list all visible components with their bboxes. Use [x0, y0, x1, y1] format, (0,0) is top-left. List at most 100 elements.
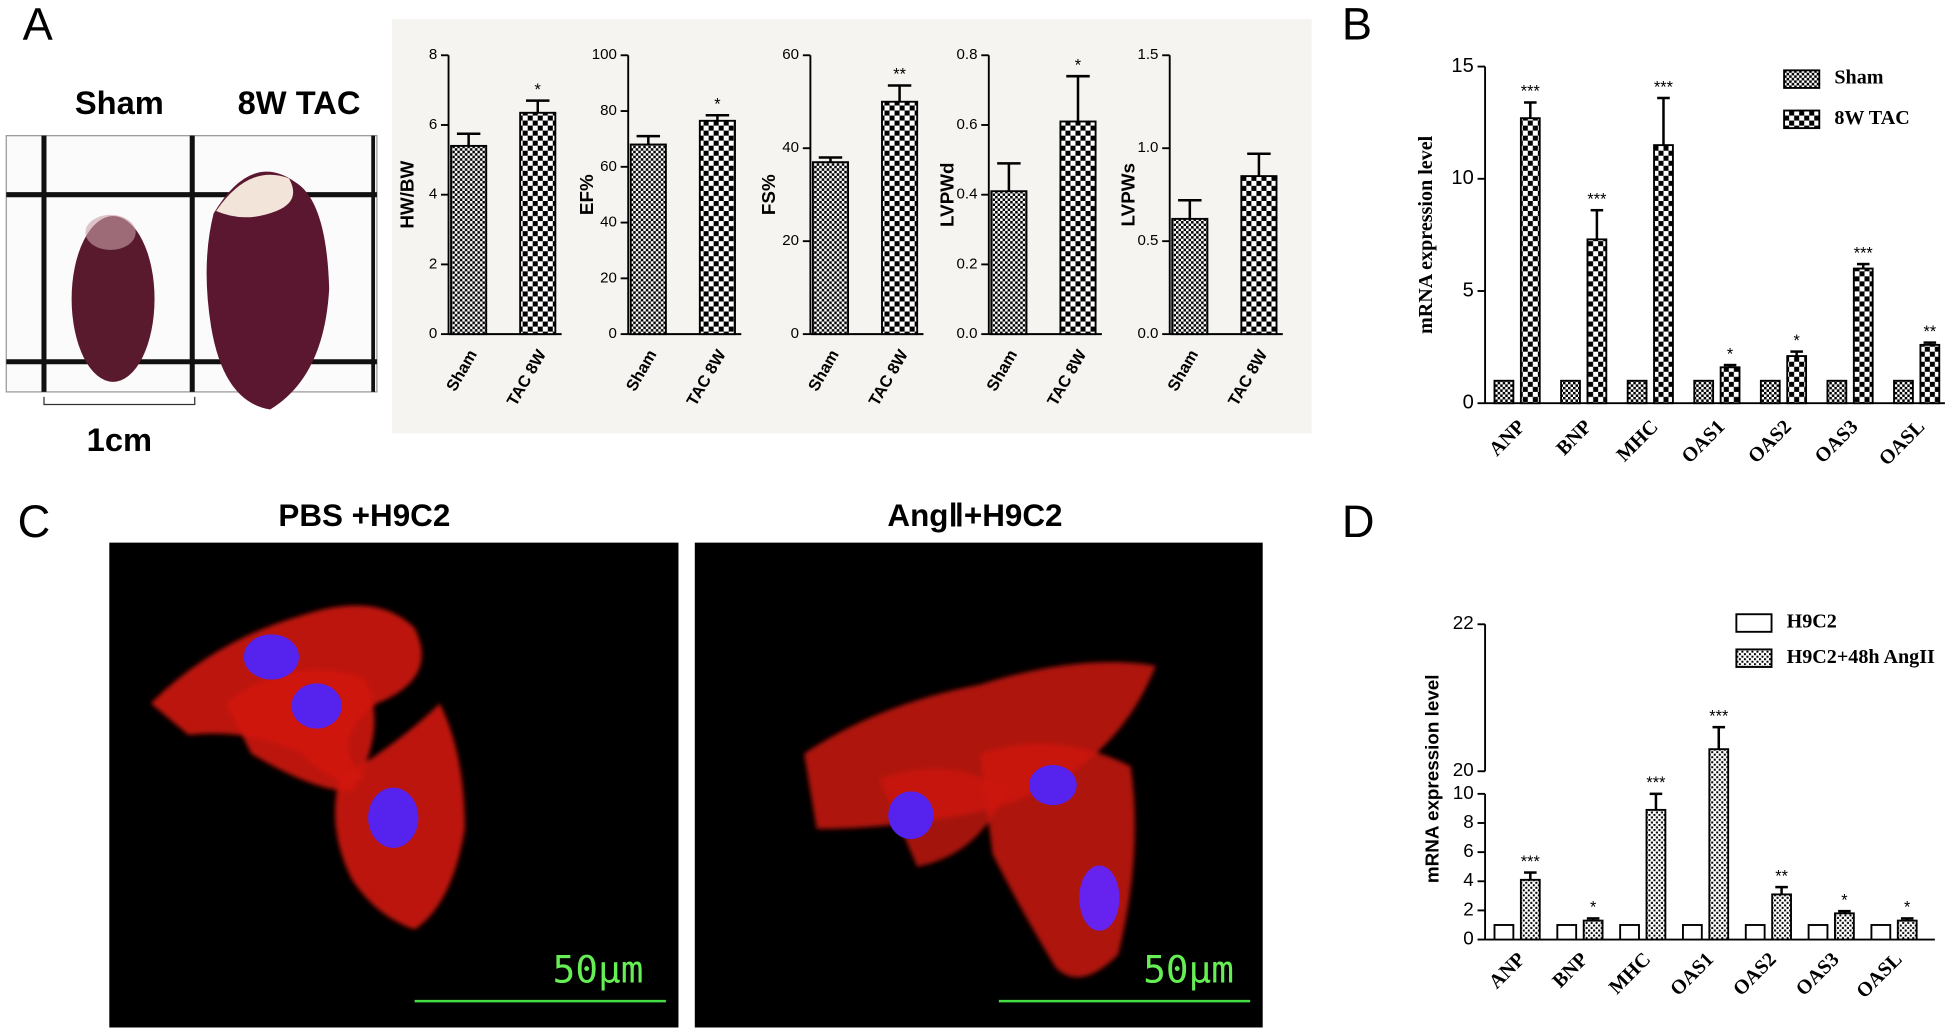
bar: [1519, 878, 1541, 941]
significance-label: **: [1923, 323, 1936, 341]
bar: [1619, 924, 1640, 941]
y-tick-label: 20: [600, 269, 617, 286]
x-tick-label: ANP: [1485, 948, 1530, 993]
bar: [1870, 924, 1892, 941]
micrograph-title: PBS +H9C2: [278, 498, 450, 533]
bar: [1582, 919, 1604, 941]
significance-label: ***: [1654, 78, 1674, 96]
y-tick-label: 0.6: [957, 116, 978, 133]
y-axis-label: mRNA expression level: [1422, 674, 1443, 883]
bar: [881, 100, 919, 336]
bar: [990, 190, 1028, 336]
y-axis-label: FS%: [758, 174, 779, 215]
significance-label: ***: [1646, 774, 1666, 792]
significance-label: *: [714, 95, 721, 113]
x-tick-label: OASL: [1852, 948, 1906, 1002]
y-tick-label: 0: [791, 325, 799, 342]
legend-swatch: [1783, 109, 1821, 130]
bar: [1682, 924, 1703, 941]
photo-label: 8W TAC: [238, 84, 361, 121]
bar: [1059, 120, 1097, 336]
bar: [698, 119, 736, 336]
y-tick-label: 6: [1463, 840, 1473, 861]
bar: [1834, 912, 1855, 941]
legend-swatch: [1735, 613, 1773, 633]
y-tick-label: 20: [782, 232, 799, 249]
bar: [1852, 267, 1874, 405]
legend-swatch: [1735, 648, 1773, 668]
bar: [1919, 343, 1941, 405]
bar: [1645, 808, 1667, 941]
y-tick-label: 0.5: [1137, 232, 1158, 249]
y-tick-label: 0: [429, 325, 437, 342]
significance-label: ***: [1587, 190, 1607, 208]
y-axis-label: LVPWs: [1117, 163, 1138, 226]
scale-bracket: [43, 396, 196, 406]
significance-label: **: [893, 66, 906, 84]
y-tick-label: 22: [1453, 612, 1474, 633]
significance-label: *: [1793, 332, 1800, 350]
bar: [1893, 379, 1914, 405]
y-tick-label: 4: [429, 186, 437, 203]
y-tick-label: 40: [782, 139, 799, 156]
y-tick-label: 0.4: [957, 186, 978, 203]
scale-label: 50μm: [1143, 948, 1234, 992]
y-tick-label: 40: [600, 214, 617, 231]
bar: [1759, 379, 1781, 405]
bar: [1240, 175, 1278, 336]
x-tick-label: MHC: [1612, 416, 1662, 466]
y-tick-label: 20: [1453, 759, 1474, 780]
significance-label: ***: [1854, 244, 1874, 262]
bar: [1626, 379, 1648, 405]
legend-swatch: [1783, 69, 1821, 89]
y-tick-label: 10: [1451, 167, 1473, 189]
heart-photo: [5, 135, 378, 410]
bar: [1896, 919, 1918, 941]
legend-label: H9C2+48h AngII: [1787, 646, 1935, 668]
legend-label: 8W TAC: [1834, 107, 1909, 129]
bar: [450, 144, 488, 336]
significance-label: *: [1075, 56, 1082, 74]
y-tick-label: 15: [1451, 55, 1473, 77]
bar: [1171, 217, 1209, 336]
significance-label: *: [1841, 891, 1848, 909]
bar: [1826, 379, 1848, 405]
y-tick-label: 10: [1453, 782, 1474, 803]
bar: [1744, 924, 1766, 941]
panel-label: A: [23, 0, 54, 50]
panel-label: D: [1342, 496, 1375, 547]
y-axis-label: EF%: [576, 174, 597, 215]
significance-label: *: [1904, 899, 1911, 917]
bar: [629, 143, 667, 336]
x-tick-label: BNP: [1552, 416, 1596, 460]
y-tick-label: 8: [429, 46, 437, 63]
bar: [1771, 893, 1792, 941]
photo-label: Sham: [75, 84, 164, 121]
y-tick-label: 0.0: [1137, 325, 1158, 342]
y-axis-label: LVPWd: [937, 162, 958, 226]
y-tick-label: 1.5: [1137, 46, 1158, 63]
y-tick-label: 4: [1463, 869, 1473, 890]
x-tick-label: OAS2: [1729, 948, 1781, 1000]
y-tick-label: 0: [609, 325, 617, 342]
significance-label: ***: [1709, 707, 1729, 725]
bar: [1807, 924, 1829, 941]
x-tick-label: OAS3: [1792, 948, 1844, 1000]
y-axis-label: HW/BW: [396, 160, 417, 228]
panel-label: B: [1342, 0, 1372, 50]
legend-label: Sham: [1834, 67, 1883, 89]
x-tick-label: BNP: [1548, 948, 1592, 992]
bar: [1519, 117, 1541, 405]
y-tick-label: 0: [1463, 928, 1473, 949]
bar: [1493, 379, 1515, 405]
bar: [1708, 748, 1730, 941]
y-tick-label: 1.0: [1137, 139, 1158, 156]
bar: [811, 161, 850, 336]
panel-label: C: [18, 496, 51, 547]
significance-label: **: [1775, 867, 1788, 885]
x-tick-label: OAS3: [1811, 416, 1863, 468]
scale-label: 1cm: [87, 421, 152, 458]
y-tick-label: 5: [1463, 279, 1474, 301]
